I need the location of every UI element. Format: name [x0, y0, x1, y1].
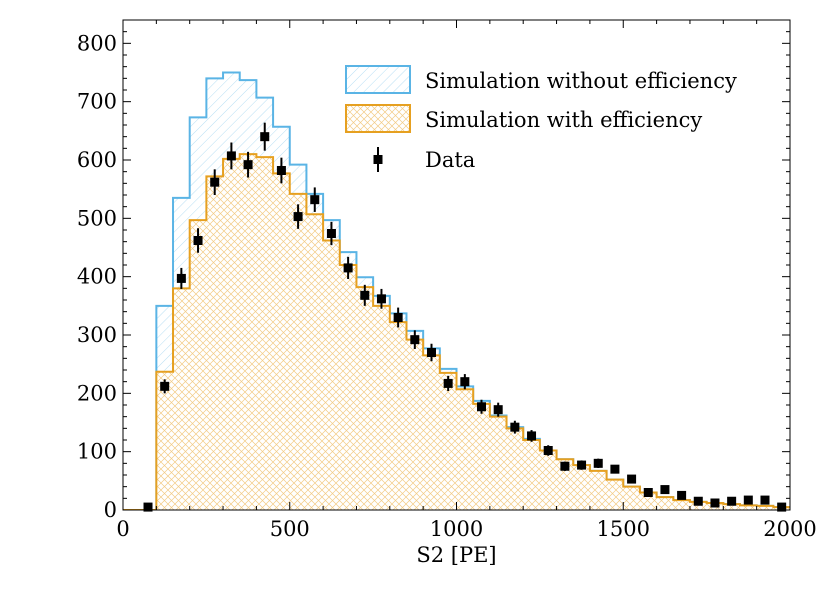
data-point [660, 485, 670, 495]
plot-area [123, 71, 790, 512]
y-tick-label: 200 [77, 381, 117, 405]
data-point [543, 446, 553, 455]
x-axis-label: S2 [PE] [416, 543, 496, 567]
data-point [643, 488, 653, 497]
data-point [243, 160, 253, 170]
data-point [560, 461, 570, 471]
data-point [160, 381, 170, 391]
data-point [693, 496, 703, 506]
legend-label-data: Data [425, 148, 475, 172]
legend: Simulation without efficiency Simulation… [345, 65, 737, 172]
legend-data-marker [373, 155, 383, 164]
legend-swatch-simulation-without-efficiency [345, 65, 411, 94]
data-point [143, 502, 153, 512]
data-point [426, 348, 436, 357]
data-point [310, 195, 320, 205]
data-point [510, 422, 520, 432]
series-simulation-with-efficiency [123, 153, 790, 510]
data-point [176, 273, 186, 283]
y-tick-label: 800 [77, 31, 117, 55]
y-tick-label: 300 [77, 323, 117, 347]
data-point [343, 263, 353, 273]
data-point [727, 496, 737, 506]
y-tick-label: 700 [77, 90, 117, 114]
data-point [710, 498, 720, 508]
legend-swatch-simulation-with-efficiency [345, 104, 411, 133]
y-tick-label: 400 [77, 265, 117, 289]
data-point [777, 502, 787, 512]
data-point [376, 294, 386, 304]
data-point [193, 236, 203, 245]
data-point [477, 402, 487, 412]
data-point [393, 313, 403, 322]
data-point [276, 166, 286, 175]
x-tick-label: 1500 [597, 517, 650, 541]
legend-label-simulation-with-efficiency: Simulation with efficiency [425, 108, 702, 132]
data-point [743, 495, 753, 505]
data-point [410, 335, 420, 345]
data-point [326, 229, 336, 238]
y-axis: 0 100 200 300 400 500 600 700 800 [77, 31, 790, 522]
x-tick-label: 500 [270, 517, 310, 541]
histogram-fill-simulation-with-efficiency [123, 154, 790, 510]
histogram-outline-simulation-with-efficiency [123, 153, 790, 510]
data-point [460, 377, 470, 387]
series-data [143, 122, 787, 512]
x-tick-label: 1000 [430, 517, 483, 541]
data-point [226, 151, 236, 161]
data-point [593, 458, 603, 468]
x-tick-label: 0 [116, 517, 129, 541]
data-point [627, 474, 637, 484]
data-point [527, 431, 537, 441]
y-tick-label: 0 [104, 498, 117, 522]
x-axis: 0 500 1000 1500 2000 [116, 20, 817, 541]
data-point [443, 378, 453, 388]
y-tick-label: 500 [77, 206, 117, 230]
y-tick-label: 600 [77, 148, 117, 172]
data-point [677, 490, 687, 500]
legend-label-simulation-without-efficiency: Simulation without efficiency [425, 69, 737, 93]
data-point [360, 290, 370, 300]
data-point [260, 132, 270, 142]
data-point [760, 495, 770, 505]
data-point [493, 405, 503, 415]
data-point [577, 460, 587, 470]
data-point [293, 212, 303, 222]
y-tick-label: 100 [77, 440, 117, 464]
data-point [210, 177, 220, 187]
x-tick-label: 2000 [763, 517, 816, 541]
data-point [610, 464, 620, 474]
